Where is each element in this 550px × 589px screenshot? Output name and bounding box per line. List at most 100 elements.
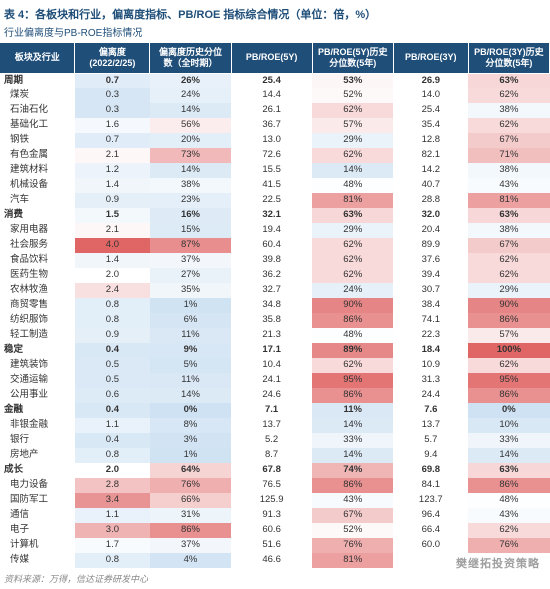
cell: 26% bbox=[150, 73, 231, 88]
cell: 8.7 bbox=[231, 448, 312, 463]
cell: 63% bbox=[468, 463, 549, 478]
cell: 1% bbox=[150, 298, 231, 313]
row-label: 银行 bbox=[0, 433, 75, 448]
source-note: 资料来源：万得，信达证券研发中心 bbox=[0, 568, 550, 589]
col-header: PB/ROE(5Y) bbox=[231, 43, 312, 73]
cell: 7.6 bbox=[393, 403, 468, 418]
section-row: 金融0.40%7.111%7.60% bbox=[0, 403, 550, 418]
cell: 63% bbox=[468, 208, 549, 223]
cell: 14.2 bbox=[393, 163, 468, 178]
table-row: 银行0.43%5.233%5.733% bbox=[0, 433, 550, 448]
row-label: 周期 bbox=[0, 73, 75, 88]
cell: 36.7 bbox=[231, 118, 312, 133]
cell: 0.8 bbox=[75, 553, 150, 568]
table-row: 国防军工3.466%125.943%123.748% bbox=[0, 493, 550, 508]
cell: 5% bbox=[150, 358, 231, 373]
cell: 13.0 bbox=[231, 133, 312, 148]
cell: 7.1 bbox=[231, 403, 312, 418]
cell: 38% bbox=[468, 163, 549, 178]
cell: 14% bbox=[150, 103, 231, 118]
row-label: 社会服务 bbox=[0, 238, 75, 253]
table-row: 交通运输0.511%24.195%31.395% bbox=[0, 373, 550, 388]
cell: 48% bbox=[312, 328, 393, 343]
cell: 22.3 bbox=[393, 328, 468, 343]
row-label: 商贸零售 bbox=[0, 298, 75, 313]
row-label: 汽车 bbox=[0, 193, 75, 208]
cell: 13.7 bbox=[231, 418, 312, 433]
cell: 76% bbox=[468, 538, 549, 553]
row-label: 公用事业 bbox=[0, 388, 75, 403]
cell: 81% bbox=[312, 193, 393, 208]
cell: 22.5 bbox=[231, 193, 312, 208]
cell: 31.3 bbox=[393, 373, 468, 388]
cell: 2.1 bbox=[75, 148, 150, 163]
cell: 62% bbox=[312, 268, 393, 283]
cell: 48% bbox=[468, 493, 549, 508]
cell: 95% bbox=[468, 373, 549, 388]
cell: 1.5 bbox=[75, 208, 150, 223]
cell: 60.0 bbox=[393, 538, 468, 553]
section-row: 稳定0.49%17.189%18.4100% bbox=[0, 343, 550, 358]
cell: 100% bbox=[468, 343, 549, 358]
row-label: 医药生物 bbox=[0, 268, 75, 283]
cell: 89.9 bbox=[393, 238, 468, 253]
cell: 27% bbox=[150, 268, 231, 283]
cell: 14% bbox=[468, 448, 549, 463]
cell: 66.4 bbox=[393, 523, 468, 538]
table-row: 轻工制造0.911%21.348%22.357% bbox=[0, 328, 550, 343]
cell: 3.0 bbox=[75, 523, 150, 538]
table-row: 社会服务4.087%60.462%89.967% bbox=[0, 238, 550, 253]
cell: 14.0 bbox=[393, 88, 468, 103]
cell: 57% bbox=[312, 118, 393, 133]
cell: 29% bbox=[468, 283, 549, 298]
cell: 74.1 bbox=[393, 313, 468, 328]
cell: 38% bbox=[468, 103, 549, 118]
table-row: 建筑材料1.214%15.514%14.238% bbox=[0, 163, 550, 178]
table-row: 公用事业0.614%24.686%24.486% bbox=[0, 388, 550, 403]
row-label: 稳定 bbox=[0, 343, 75, 358]
cell: 36.2 bbox=[231, 268, 312, 283]
section-row: 成长2.064%67.874%69.863% bbox=[0, 463, 550, 478]
cell: 33% bbox=[312, 433, 393, 448]
watermark: 樊继拓投资策略 bbox=[456, 555, 540, 571]
row-label: 计算机 bbox=[0, 538, 75, 553]
cell: 1.1 bbox=[75, 418, 150, 433]
table-row: 汽车0.923%22.581%28.881% bbox=[0, 193, 550, 208]
cell: 2.1 bbox=[75, 223, 150, 238]
cell: 14% bbox=[150, 163, 231, 178]
cell: 0.9 bbox=[75, 193, 150, 208]
cell: 76% bbox=[312, 538, 393, 553]
row-label: 电子 bbox=[0, 523, 75, 538]
cell: 32.1 bbox=[231, 208, 312, 223]
cell: 91.3 bbox=[231, 508, 312, 523]
cell: 72.6 bbox=[231, 148, 312, 163]
cell: 1.1 bbox=[75, 508, 150, 523]
col-header: PB/ROE(5Y)历史分位数(5年) bbox=[312, 43, 393, 73]
cell: 1.6 bbox=[75, 118, 150, 133]
cell: 0.5 bbox=[75, 373, 150, 388]
cell: 32.0 bbox=[393, 208, 468, 223]
cell: 123.7 bbox=[393, 493, 468, 508]
cell: 67% bbox=[468, 133, 549, 148]
cell: 15% bbox=[150, 223, 231, 238]
cell: 96.4 bbox=[393, 508, 468, 523]
cell: 86% bbox=[468, 388, 549, 403]
cell: 24.4 bbox=[393, 388, 468, 403]
cell: 14% bbox=[312, 163, 393, 178]
col-header: 板块及行业 bbox=[0, 43, 75, 73]
cell: 38% bbox=[468, 223, 549, 238]
cell: 1.7 bbox=[75, 538, 150, 553]
cell: 14.4 bbox=[231, 88, 312, 103]
table-row: 基础化工1.656%36.757%35.462% bbox=[0, 118, 550, 133]
row-label: 房地产 bbox=[0, 448, 75, 463]
col-header: PB/ROE(3Y) bbox=[393, 43, 468, 73]
cell: 87% bbox=[150, 238, 231, 253]
cell: 62% bbox=[468, 523, 549, 538]
cell: 86% bbox=[468, 478, 549, 493]
cell: 14% bbox=[312, 418, 393, 433]
cell: 24% bbox=[150, 88, 231, 103]
table-row: 石油石化0.314%26.162%25.438% bbox=[0, 103, 550, 118]
table-header: 板块及行业偏离度(2022/2/25)偏离度历史分位数（全时期）PB/ROE(5… bbox=[0, 43, 550, 73]
cell: 82.1 bbox=[393, 148, 468, 163]
cell: 2.0 bbox=[75, 268, 150, 283]
